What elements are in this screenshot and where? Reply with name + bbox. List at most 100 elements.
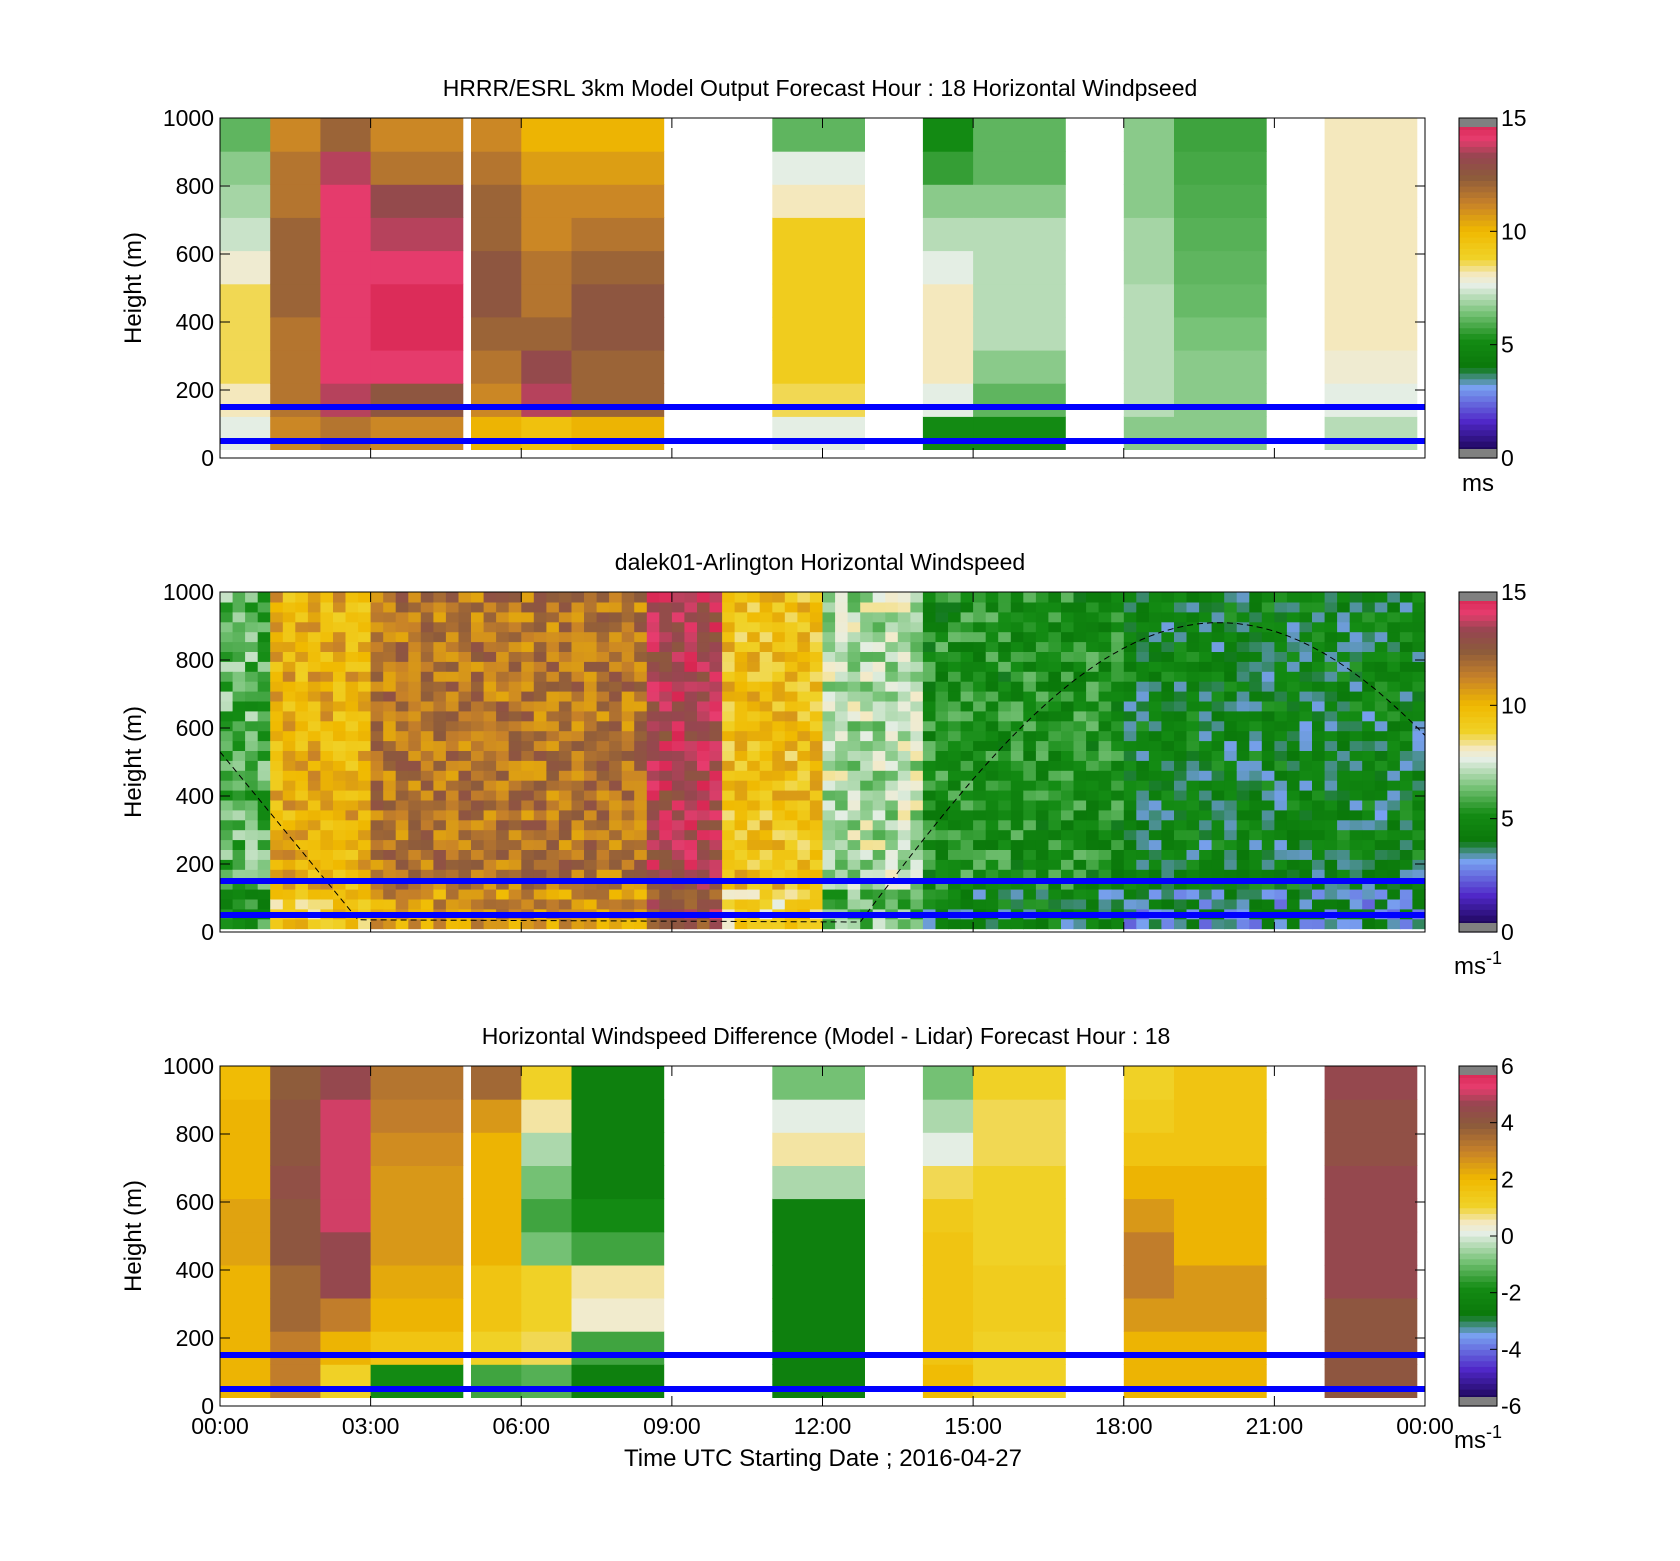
heatmap-cell: [671, 918, 686, 930]
heatmap-cell: [333, 592, 347, 603]
heatmap-cell: [1073, 839, 1087, 850]
heatmap-cell: [809, 641, 824, 652]
colorbar-swatch: [1459, 807, 1497, 814]
heatmap-cell: [659, 790, 673, 801]
heatmap-cell: [697, 750, 711, 761]
heatmap-cell: [835, 740, 849, 751]
heatmap-cell: [1337, 918, 1351, 930]
heatmap-cell: [1274, 799, 1288, 811]
heatmap-cell: [282, 611, 296, 623]
heatmap-cell: [333, 621, 347, 633]
heatmap-cell: [634, 710, 648, 722]
heatmap-cell: [609, 641, 623, 652]
heatmap-cell: [546, 710, 560, 722]
heatmap-cell: [1299, 611, 1313, 623]
heatmap-cell: [358, 799, 372, 811]
heatmap-cell: [646, 760, 660, 771]
heatmap-cell: [458, 839, 472, 850]
heatmap-cell: [1136, 730, 1150, 742]
heatmap-cell: [1387, 879, 1401, 890]
heatmap-cell: [232, 661, 246, 672]
heatmap-cell: [973, 217, 1066, 252]
heatmap-cell: [910, 710, 924, 722]
heatmap-cell: [420, 621, 434, 633]
heatmap-cell: [797, 839, 811, 850]
heatmap-cell: [282, 760, 296, 771]
heatmap-cell: [1387, 898, 1401, 910]
heatmap-cell: [910, 621, 924, 633]
heatmap-cell: [1086, 839, 1100, 850]
colorbar-swatch: [1459, 1219, 1497, 1226]
heatmap-cell: [370, 770, 384, 781]
heatmap-cell: [1035, 918, 1050, 930]
heatmap-cell: [1349, 750, 1363, 761]
heatmap-cell: [1199, 849, 1213, 860]
heatmap-cell: [546, 651, 560, 662]
heatmap-cell: [1349, 799, 1363, 811]
heatmap-cell: [822, 859, 836, 870]
heatmap-cell: [571, 681, 585, 692]
heatmap-cell: [1249, 730, 1263, 742]
heatmap-cell: [571, 740, 585, 751]
heatmap-cell: [772, 592, 786, 603]
heatmap-cell: [822, 918, 836, 930]
colorbar-swatch: [1459, 637, 1497, 644]
heatmap-cell: [307, 839, 322, 850]
heatmap-cell: [521, 809, 535, 821]
heatmap-cell: [1312, 621, 1326, 633]
heatmap-cell: [232, 799, 246, 811]
heatmap-cell: [1061, 611, 1075, 623]
heatmap-cell: [772, 730, 786, 742]
heatmap-cell: [973, 621, 987, 633]
heatmap-cell: [1098, 651, 1112, 662]
heatmap-cell: [1086, 611, 1100, 623]
heatmap-cell: [1010, 740, 1024, 751]
heatmap-cell: [609, 918, 623, 930]
x-tick-label: 18:00: [1095, 1413, 1153, 1439]
heatmap-cell: [621, 601, 635, 613]
heatmap-cell: [584, 601, 598, 613]
heatmap-cell: [1362, 601, 1376, 613]
heatmap-cell: [1312, 918, 1326, 930]
heatmap-cell: [370, 1132, 464, 1166]
colorbar-swatch: [1459, 648, 1497, 655]
heatmap-cell: [345, 849, 359, 860]
heatmap-cell: [445, 790, 460, 801]
heatmap-cell: [697, 691, 711, 702]
heatmap-cell: [307, 691, 322, 702]
heatmap-cell: [860, 898, 874, 910]
heatmap-cell: [1148, 720, 1163, 732]
heatmap-cell: [508, 621, 522, 633]
heatmap-cell: [245, 829, 259, 841]
heatmap-cell: [1048, 631, 1062, 643]
x-tick-labels: 00:00 03:00 06:00 09:00 12:00 15:00 18:00 21:00…: [191, 1413, 1454, 1439]
heatmap-cell: [797, 790, 811, 801]
heatmap-cell: [546, 918, 560, 930]
heatmap-cell: [370, 651, 384, 662]
heatmap-cell: [1199, 700, 1213, 712]
heatmap-cell: [1337, 740, 1351, 751]
heatmap-cell: [383, 799, 397, 811]
heatmap-cell: [245, 601, 259, 613]
heatmap-cell: [772, 750, 786, 761]
heatmap-cell: [872, 691, 886, 702]
heatmap-cell: [1312, 770, 1326, 781]
heatmap-cell: [496, 898, 510, 910]
heatmap-cell: [1224, 780, 1238, 791]
heatmap-cell: [533, 681, 547, 692]
heatmap-cell: [571, 720, 585, 732]
heatmap-cell: [1174, 720, 1188, 732]
heatmap-cell: [922, 889, 937, 900]
heatmap-cell: [1010, 760, 1024, 771]
heatmap-cell: [1399, 651, 1414, 662]
heatmap-cell: [709, 750, 723, 761]
heatmap-cell: [1098, 661, 1112, 672]
heatmap-cell: [370, 611, 384, 623]
heatmap-cell: [860, 859, 874, 870]
heatmap-cell: [809, 879, 824, 890]
heatmap-cell: [659, 710, 673, 722]
heatmap-cell: [257, 651, 271, 662]
heatmap-cell: [897, 869, 911, 880]
heatmap-cell: [1174, 1231, 1267, 1266]
heatmap-cell: [872, 750, 886, 761]
